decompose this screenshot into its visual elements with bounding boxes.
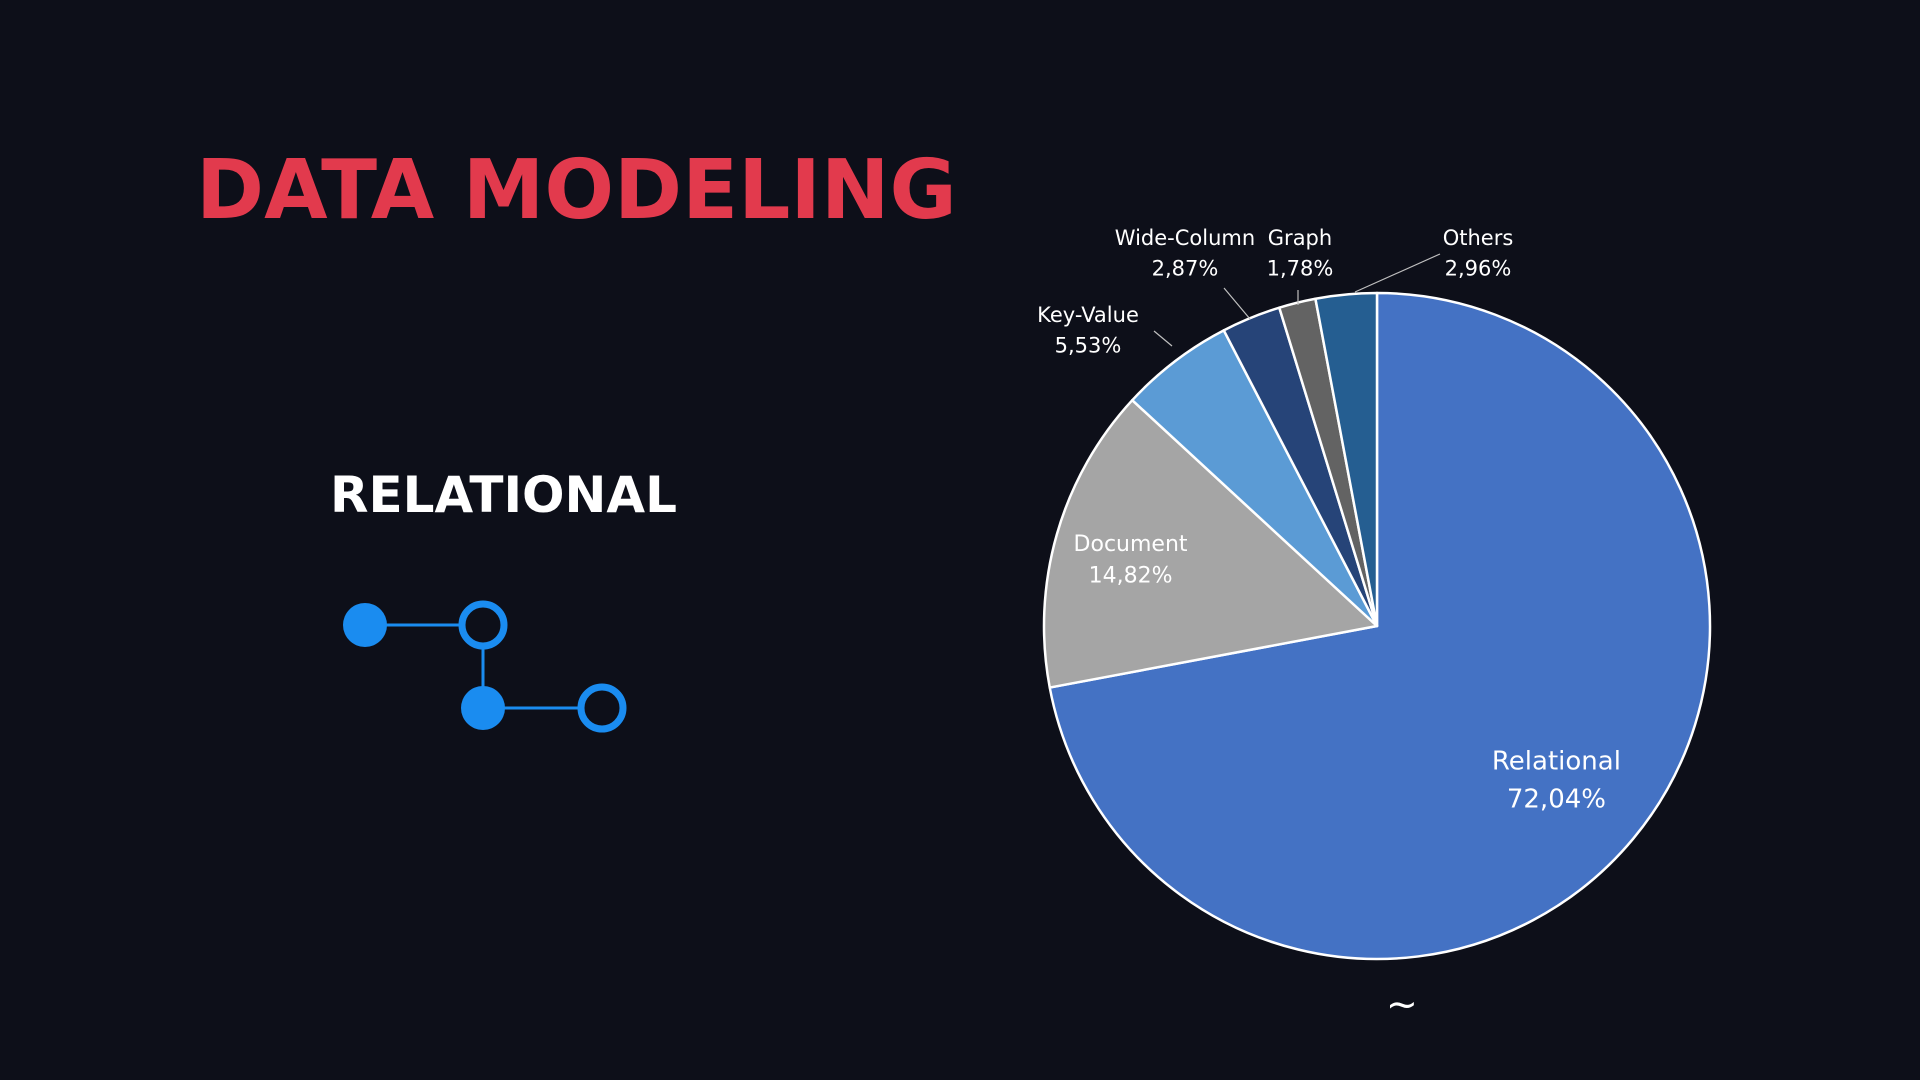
- data-value-graph: 1,78%: [1267, 256, 1334, 280]
- relational-nodes-icon: [343, 600, 627, 733]
- data-value-document: 14,82%: [1089, 564, 1173, 589]
- data-label-document: Document: [1074, 532, 1188, 557]
- data-label-relational: Relational: [1492, 747, 1621, 777]
- section-title: RELATIONAL: [330, 466, 677, 524]
- pie-slice-relational: [1048, 291, 1712, 961]
- footer-tilde: ~: [1386, 982, 1418, 1026]
- data-value-relational: 72,04%: [1507, 784, 1606, 814]
- data-value-key-value: 5,53%: [1055, 333, 1122, 357]
- leader-line-key-value: [1153, 330, 1173, 347]
- data-value-wide-column: 2,87%: [1152, 256, 1219, 280]
- data-label-others: Others: [1443, 226, 1514, 250]
- pie-slice-others: [1314, 291, 1379, 628]
- icon-node-filled: [461, 686, 505, 730]
- page-title: DATA MODELING: [196, 143, 957, 238]
- icon-node-hollow: [458, 600, 508, 650]
- pie-slice-document: [1042, 398, 1379, 689]
- data-value-others: 2,96%: [1445, 256, 1512, 280]
- icon-node-hollow: [577, 683, 627, 733]
- icon-node-filled: [343, 603, 387, 647]
- data-label-wide-column: Wide-Column: [1115, 226, 1255, 250]
- data-label-graph: Graph: [1268, 226, 1332, 250]
- leader-line-wide-column: [1223, 287, 1251, 320]
- data-label-key-value: Key-Value: [1037, 303, 1139, 327]
- leader-line-others: [1354, 253, 1441, 293]
